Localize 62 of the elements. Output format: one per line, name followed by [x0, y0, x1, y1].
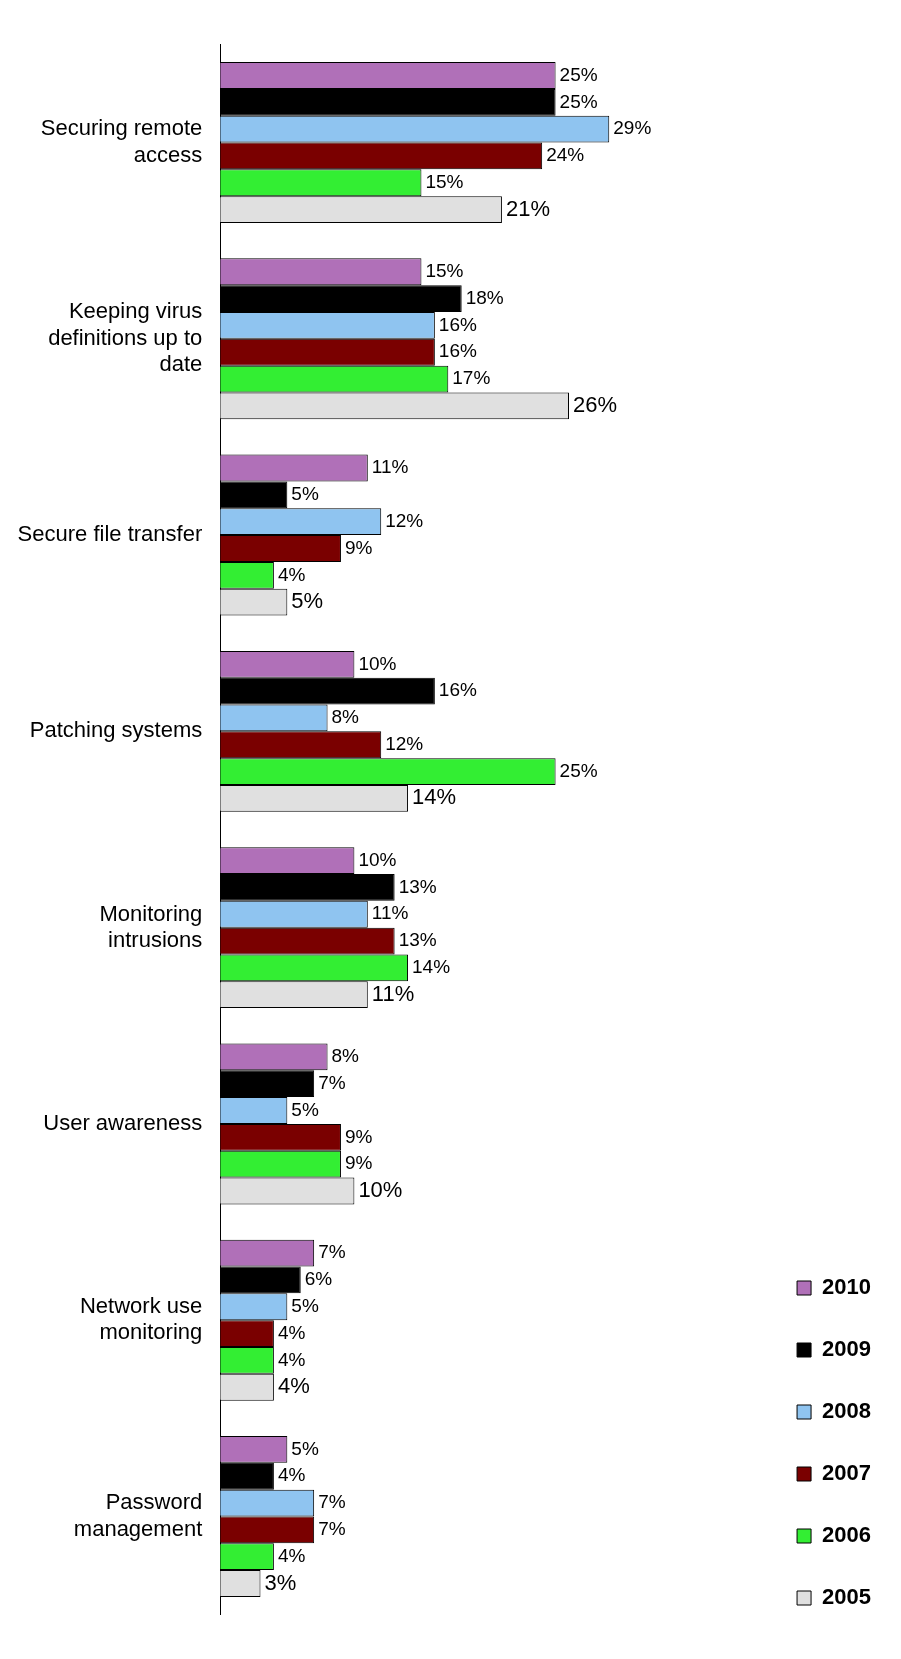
data-label: 5%	[291, 1295, 319, 1317]
data-label: 15%	[425, 171, 464, 193]
data-label: 16%	[438, 340, 477, 362]
data-label: 13%	[398, 929, 437, 951]
data-label: 18%	[465, 286, 504, 308]
data-label: 15%	[425, 259, 464, 281]
data-label: 10%	[358, 652, 397, 674]
data-label: 25%	[559, 90, 598, 112]
data-label: 7%	[318, 1071, 346, 1093]
y-tick-label: Network use monitoring	[79, 1293, 203, 1345]
y-tick-label: Securing remote access	[40, 115, 203, 167]
data-label: 4%	[277, 1348, 306, 1370]
data-label: 29%	[613, 117, 652, 139]
legend-label: 2009	[822, 1336, 872, 1362]
data-label: 11%	[371, 980, 415, 1006]
data-label: 21%	[505, 195, 550, 221]
data-label: 13%	[398, 875, 437, 897]
data-label: 6%	[304, 1268, 333, 1290]
data-label: 4%	[277, 563, 306, 585]
data-label: 14%	[412, 784, 457, 810]
data-label: 7%	[318, 1241, 346, 1263]
y-tick-label: Secure file transfer	[17, 521, 203, 547]
data-label: 11%	[371, 902, 409, 924]
data-label: 25%	[559, 759, 598, 781]
data-label: 10%	[358, 1177, 403, 1203]
data-label: 4%	[277, 1544, 306, 1566]
legend-label: 2006	[822, 1522, 872, 1548]
data-label: 9%	[344, 536, 373, 558]
data-label: 4%	[277, 1464, 306, 1486]
data-label: 25%	[559, 63, 598, 85]
data-label: 4%	[277, 1321, 306, 1343]
legend-label: 2005	[822, 1584, 872, 1610]
data-label: 26%	[573, 391, 618, 417]
data-label: 4%	[277, 1373, 310, 1399]
data-label: 7%	[318, 1518, 346, 1540]
data-label: 16%	[438, 679, 477, 701]
y-tick-label: User awareness	[43, 1109, 203, 1135]
data-label: 5%	[291, 1437, 319, 1459]
data-label: 17%	[452, 367, 491, 389]
data-label: 5%	[291, 1098, 319, 1120]
data-label: 24%	[546, 144, 585, 166]
data-label: 12%	[385, 733, 424, 755]
data-label: 5%	[291, 588, 324, 614]
data-label: 16%	[438, 313, 477, 335]
data-label: 8%	[331, 706, 360, 728]
data-label: 10%	[358, 848, 397, 870]
y-tick-label: Keeping virus definitions up to date	[48, 298, 203, 377]
legend-label: 2007	[822, 1460, 872, 1486]
data-label: 9%	[344, 1125, 373, 1147]
y-tick-label: Patching systems	[29, 717, 203, 743]
y-tick-label: Monitoring intrusions	[99, 900, 203, 952]
data-label: 14%	[412, 956, 451, 978]
data-label: 7%	[318, 1491, 346, 1513]
data-label: 8%	[331, 1045, 360, 1067]
legend-label: 2008	[822, 1398, 872, 1424]
data-label: 3%	[264, 1569, 297, 1595]
data-label: 5%	[291, 483, 319, 505]
data-label: 11%	[371, 456, 409, 478]
y-tick-label: Password management	[73, 1489, 203, 1541]
data-label: 12%	[385, 509, 424, 531]
data-label: 9%	[344, 1152, 373, 1174]
legend-label: 2010	[822, 1274, 872, 1300]
